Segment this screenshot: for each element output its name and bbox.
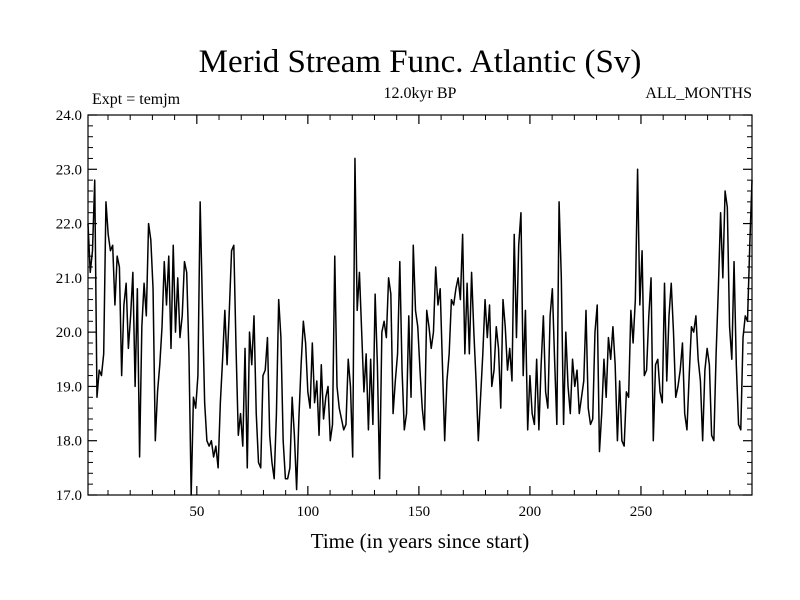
y-tick-label: 24.0 xyxy=(56,108,82,124)
period-label: 12.0kyr BP xyxy=(384,85,457,102)
expt-label: Expt = temjm xyxy=(92,91,181,108)
x-tick-label: 200 xyxy=(519,504,542,520)
y-tick-label: 21.0 xyxy=(56,271,82,287)
chart-title: Merid Stream Func. Atlantic (Sv) xyxy=(199,44,642,80)
x-tick-label: 150 xyxy=(408,504,431,520)
y-tick-label: 20.0 xyxy=(56,325,82,341)
months-label: ALL_MONTHS xyxy=(645,85,752,102)
series-line xyxy=(87,157,753,496)
x-axis-label: Time (in years since start) xyxy=(311,529,530,553)
x-axis: 50 100 150 200 250 xyxy=(107,115,731,520)
x-tick-label: 250 xyxy=(630,504,653,520)
y-axis: 17.0 18.0 19.0 20.0 21.0 22.0 23.0 24.0 xyxy=(56,108,752,504)
y-tick-label: 23.0 xyxy=(56,162,82,178)
x-tick-label: 50 xyxy=(189,504,204,520)
y-tick-label: 22.0 xyxy=(56,217,82,233)
y-tick-label: 18.0 xyxy=(56,434,82,450)
y-tick-label: 19.0 xyxy=(56,379,82,395)
plot-frame xyxy=(87,114,753,496)
x-tick-label: 100 xyxy=(297,504,320,520)
y-tick-label: 17.0 xyxy=(56,488,82,504)
